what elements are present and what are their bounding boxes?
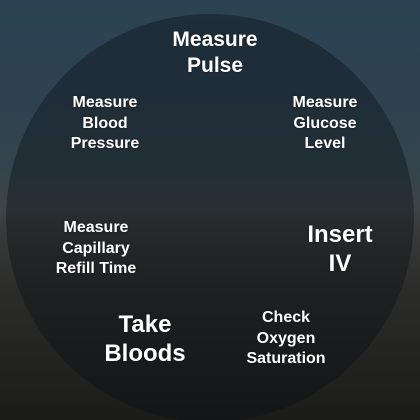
measure-blood-pressure-option[interactable]: Measure Blood Pressure — [70, 94, 140, 152]
measure-pulse-option[interactable]: Measure Pulse — [172, 28, 258, 77]
take-bloods-option[interactable]: Take Bloods — [104, 311, 186, 367]
check-oxygen-saturation-option[interactable]: Check Oxygen Saturation — [246, 309, 326, 367]
insert-iv-option[interactable]: Insert IV — [307, 221, 373, 277]
measure-capillary-refill-option[interactable]: Measure Capillary Refill Time — [55, 219, 137, 277]
radial-menu-background — [6, 14, 414, 420]
measure-glucose-level-option[interactable]: Measure Glucose Level — [292, 94, 358, 152]
